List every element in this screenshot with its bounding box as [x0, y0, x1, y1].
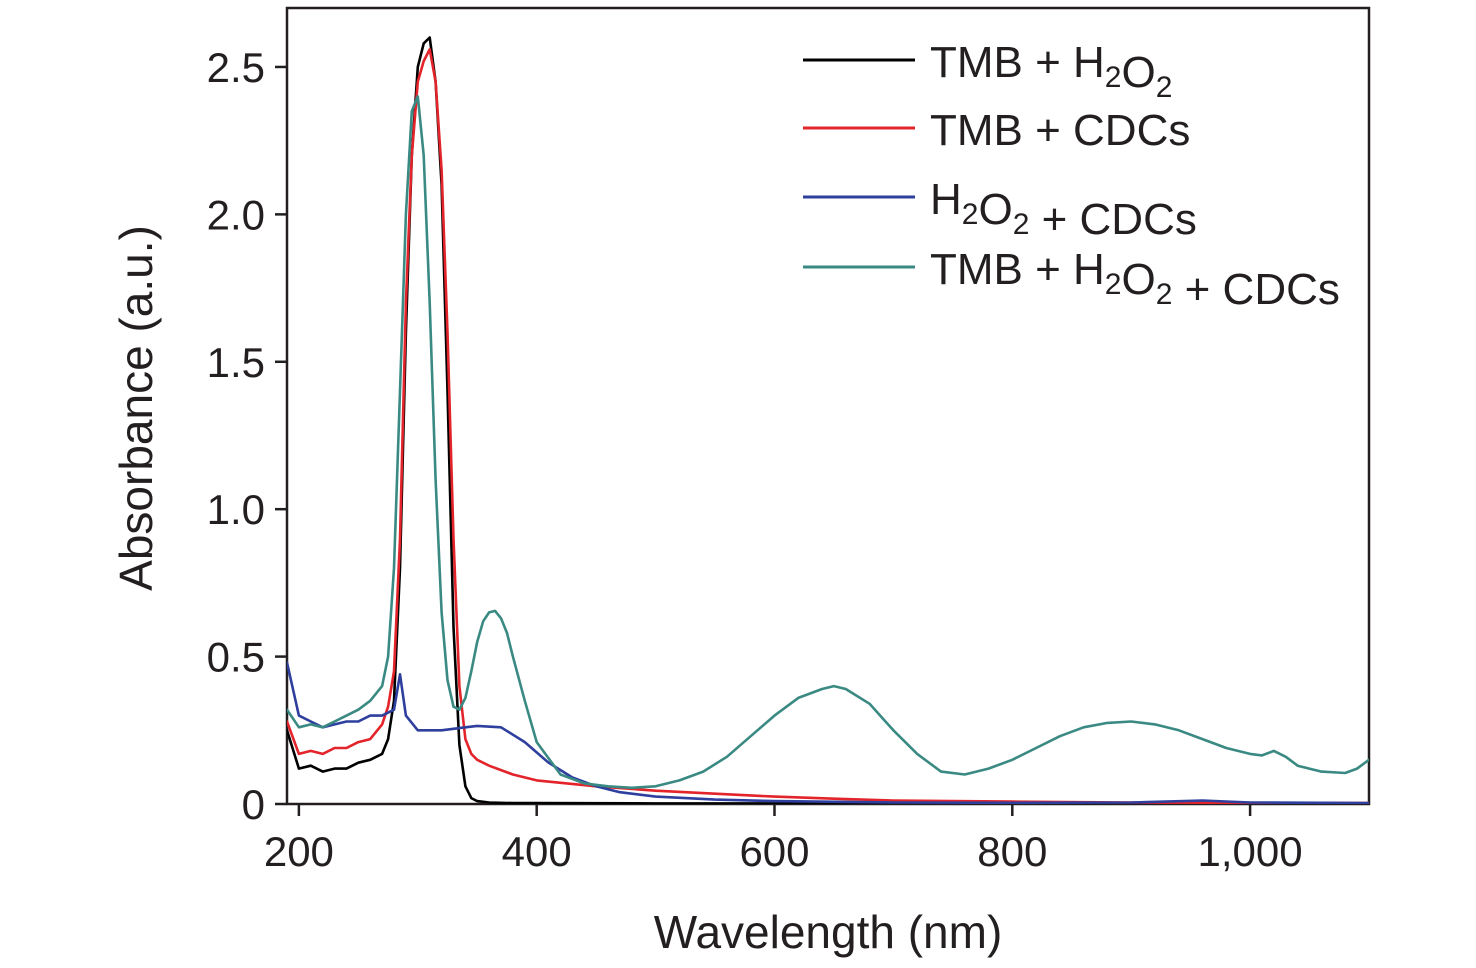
- y-tick-label: 1.0: [207, 486, 265, 533]
- series-layer: [287, 36, 1369, 804]
- ticks-layer: 200 400 600 800 1,000 0 0.5 1.0 1.5 2.0 2.5: [207, 44, 1303, 875]
- legend-label-3: H2O2 + CDCs: [930, 175, 1197, 244]
- series-line-2: [287, 48, 1369, 804]
- x-tick-label: 200: [264, 828, 334, 875]
- y-tick-label: 2.5: [207, 44, 265, 91]
- y-tick-label: 1.5: [207, 339, 265, 386]
- x-tick-label: 800: [977, 828, 1047, 875]
- y-tick-label: 0.5: [207, 634, 265, 681]
- y-tick-label: 2.0: [207, 191, 265, 238]
- y-axis-title: Absorbance (a.u.): [110, 225, 162, 591]
- legend-label-1: TMB + H2O2: [930, 38, 1172, 104]
- series-line-4: [287, 95, 1369, 790]
- series-line-3: [287, 661, 1369, 804]
- x-tick-label: 600: [739, 828, 809, 875]
- legend-label-2: TMB + CDCs: [930, 106, 1190, 155]
- x-tick-label: 1,000: [1198, 828, 1303, 875]
- legend-label-4: TMB + H2O2 + CDCs: [930, 245, 1340, 314]
- x-tick-label: 400: [502, 828, 572, 875]
- y-tick-label: 0: [242, 781, 265, 828]
- x-axis-title: Wavelength (nm): [654, 906, 1003, 958]
